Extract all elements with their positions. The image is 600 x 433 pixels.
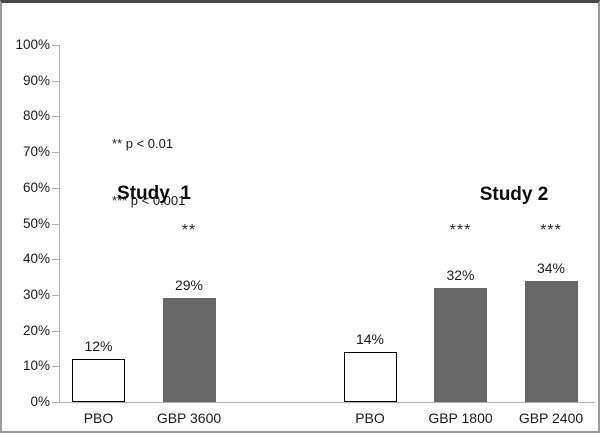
y-tick-label: 30% <box>22 287 50 302</box>
x-axis-category-label: GBP 2400 <box>518 410 584 426</box>
significance-stars: *** <box>540 222 562 239</box>
y-tick-mark <box>52 188 59 189</box>
significance-stars: *** <box>449 222 472 239</box>
study1-bar-gbp-3600 <box>162 298 216 402</box>
y-tick-mark <box>52 295 59 296</box>
y-tick-mark <box>52 81 59 82</box>
study-2-label: Study 2 <box>479 184 549 205</box>
y-tick-mark <box>52 402 59 403</box>
y-tick-mark <box>52 45 59 46</box>
y-tick-label: 100% <box>15 37 50 52</box>
study2-bar-pbo <box>343 352 397 402</box>
bar-value-label: 34% <box>536 259 566 276</box>
y-tick-mark <box>52 259 59 260</box>
study1-bar-pbo <box>72 359 125 402</box>
y-tick-mark <box>52 152 59 153</box>
y-tick-mark <box>52 224 59 225</box>
bar-value-label: 14% <box>355 331 385 348</box>
y-tick-mark <box>52 366 59 367</box>
study-1-label: Study 1 <box>117 183 191 204</box>
plot-area: 0% 10% 20% 30% 40% 50% 60% 70% 80% 90% 100% ** p <… <box>2 3 598 431</box>
study2-bar-gbp-2400 <box>524 280 578 402</box>
p-value-legend-line-1: ** p < 0.01 <box>112 136 174 151</box>
x-axis-line <box>59 402 595 403</box>
bar-value-label: 29% <box>174 277 204 294</box>
bar-value-label: 12% <box>84 338 113 355</box>
y-tick-label: 40% <box>22 251 50 266</box>
y-tick-label: 80% <box>22 108 50 123</box>
y-axis-line <box>59 45 60 402</box>
p-value-legend: ** p < 0.01 *** p < 0.001 <box>112 96 185 248</box>
x-axis-category-label: GBP 1800 <box>428 410 493 426</box>
y-tick-label: 0% <box>30 394 50 409</box>
x-axis-category-label: GBP 3600 <box>156 410 222 426</box>
y-tick-label: 10% <box>22 358 50 373</box>
y-tick-label: 70% <box>22 144 50 159</box>
y-tick-label: 20% <box>22 323 50 338</box>
y-tick-mark <box>52 116 59 117</box>
y-tick-label: 60% <box>22 180 50 195</box>
significance-stars: ** <box>181 222 197 239</box>
bar-value-label: 32% <box>446 266 475 283</box>
y-tick-label: 90% <box>22 73 50 88</box>
x-axis-category-label: PBO <box>83 410 114 426</box>
y-tick-label: 50% <box>22 216 50 231</box>
y-tick-mark <box>52 331 59 332</box>
study2-bar-gbp-1800 <box>434 287 487 402</box>
x-axis-category-label: PBO <box>355 410 385 426</box>
p-value-legend-line-2: *** p < 0.001 <box>112 193 186 208</box>
